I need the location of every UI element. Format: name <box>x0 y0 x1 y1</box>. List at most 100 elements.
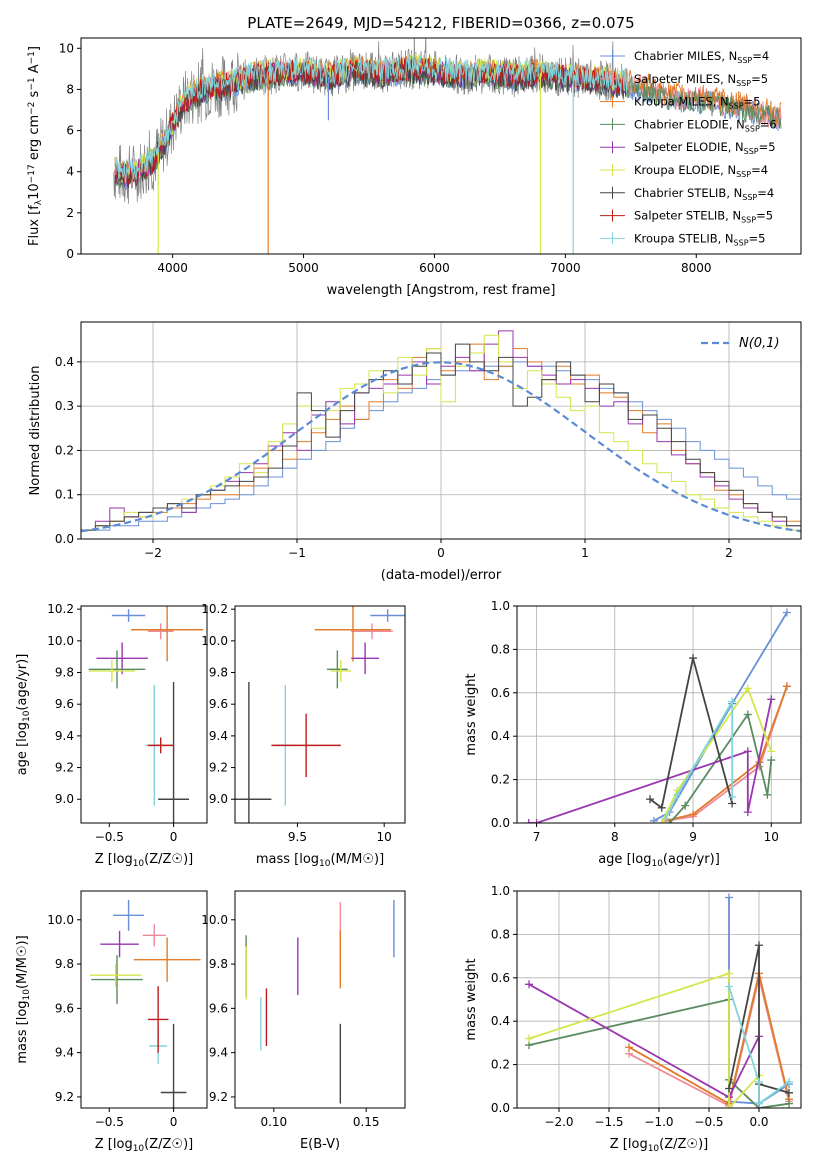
y-tick-label: 9.0 <box>209 792 228 806</box>
weight-marker <box>665 819 674 823</box>
x-tick-label: 5000 <box>288 261 319 275</box>
weight-line-7 <box>728 986 790 1106</box>
legend-label-rest: =5 <box>759 140 776 154</box>
x-tick-label: 6000 <box>419 261 450 275</box>
x-axis-label-text: E(B-V) <box>300 1137 340 1152</box>
x-axis-label-rest: (M/M☉)] <box>330 852 384 867</box>
axes-frame <box>234 605 406 824</box>
legend-label-sub: SSP <box>729 102 744 111</box>
weight-line-5 <box>660 686 773 823</box>
weight-marker <box>782 682 791 691</box>
y-axis-label: age [log10(age/yr)] <box>15 654 32 776</box>
chart-weight-vs-Z: −2.0 −1.5 −1.0 −0.5 0.0 0.0 0.2 0.4 0.6 0.8 1.0 Z [… <box>464 884 802 1154</box>
weight-marker <box>782 608 791 617</box>
y-tick-label: 0.2 <box>491 1058 510 1072</box>
weight-marker <box>743 747 752 756</box>
x-axis-label-text: Z [log <box>95 1137 133 1152</box>
y-tick-label: 9.8 <box>209 957 228 971</box>
y-axis-label-part: −2 <box>27 102 37 115</box>
y-tick-label: 0.8 <box>491 927 510 941</box>
errorbar-point <box>113 899 144 931</box>
weight-marker <box>661 814 670 823</box>
x-tick-label: 10 <box>764 830 779 844</box>
weight-line-1 <box>665 686 788 822</box>
weight-line-7 <box>664 698 734 820</box>
y-tick-label: 10.0 <box>47 913 74 927</box>
weight-marker <box>767 747 776 756</box>
y-tick-label: 0.2 <box>491 773 510 787</box>
y-axis-label: mass weight <box>464 958 479 1040</box>
y-axis-label-part: 10 <box>27 183 42 200</box>
chart-residuals: N(0,1) −2 −1 0 1 2 0.0 0.1 0.2 0.3 0.4 (data-model)… <box>28 321 802 583</box>
legend-label: N(0,1) <box>739 336 780 351</box>
x-axis-label: Z [log10(Z/Z☉)] <box>610 1137 708 1154</box>
errorbar-point <box>133 937 201 982</box>
legend-label: Chabrier STELIB, NSSP=4 <box>634 186 774 202</box>
y-axis-label: Flux [fλ10−17 erg cm−2 s−1 A−1] <box>27 46 44 246</box>
x-axis-label-rest: (Z/Z☉)] <box>144 852 193 867</box>
legend-label: Salpeter MILES, NSSP=5 <box>634 72 768 88</box>
legend-label-rest: =4 <box>757 186 774 200</box>
y-tick-label: 9.0 <box>55 792 74 806</box>
legend-label-rest: =5 <box>751 72 768 86</box>
y-tick-label: 0.0 <box>491 816 510 830</box>
errorbar-point <box>147 737 174 754</box>
chart-spectrum: 4000 5000 6000 7000 8000 0 2 4 6 8 10 wavelength [A… <box>59 37 802 298</box>
y-tick-label: 0.8 <box>491 642 510 656</box>
y-tick-label: 0.6 <box>491 686 510 700</box>
x-axis-label: Z [log10(Z/Z☉)] <box>95 1137 193 1154</box>
y-tick-label: 1.0 <box>491 884 510 898</box>
y-axis-label-text: age [log <box>15 722 30 775</box>
y-tick-label: 9.4 <box>55 729 74 743</box>
weight-line-4 <box>528 699 773 823</box>
chart-ebv: 0.10 0.15 9.2 9.4 9.6 9.8 10.0 E(B-V) <box>201 890 406 1152</box>
legend-label-sub: SSP <box>741 216 756 225</box>
y-tick-label: 9.8 <box>55 957 74 971</box>
weight-line-6 <box>728 945 790 1094</box>
y-axis-label-part: Flux [f <box>27 205 42 246</box>
legend-label: Chabrier ELODIE, NSSP=6 <box>634 117 777 133</box>
weight-marker <box>767 756 776 765</box>
y-axis-label-text: mass weight <box>464 958 479 1040</box>
model-line-8 <box>114 54 629 183</box>
y-tick-label: 10.2 <box>47 602 74 616</box>
x-axis-label-text: mass [log <box>256 852 319 867</box>
y-axis-label-part: −17 <box>27 164 37 183</box>
errorbar-point <box>326 650 348 689</box>
errorbar-point <box>100 930 139 958</box>
legend-label-rest: =4 <box>752 49 769 63</box>
weight-marker <box>743 710 752 719</box>
chart-mass-vs-Z: −0.5 09.29.49.69.810.0Z [log10(Z/Z☉)]mass… <box>15 890 208 1154</box>
y-axis-label: mass [log10(M/M☉)] <box>15 935 32 1063</box>
errorbar-point <box>88 659 135 683</box>
x-tick-label: 0 <box>437 546 445 560</box>
axes-frame <box>516 605 802 824</box>
normal-curve <box>81 361 801 533</box>
weight-marker <box>767 695 776 704</box>
legend-label: Kroupa MILES, NSSP=5 <box>634 95 760 111</box>
weight-marker <box>673 790 682 799</box>
weight-marker <box>625 1043 633 1052</box>
y-tick-label: 10.2 <box>201 602 228 616</box>
errorbar-point <box>111 609 146 622</box>
weight-marker <box>525 980 533 989</box>
plot-area <box>517 606 801 823</box>
x-tick-label: −2 <box>144 546 162 560</box>
y-tick-label: 9.6 <box>209 697 228 711</box>
x-axis-label-sub: 10 <box>133 859 145 869</box>
y-tick-label: 9.2 <box>55 1090 74 1104</box>
legend-label-sub: SSP <box>745 124 760 133</box>
errorbar-point <box>158 682 189 823</box>
y-tick-label: 0.4 <box>491 729 510 743</box>
weight-marker <box>725 893 733 902</box>
weight-marker <box>785 1077 793 1086</box>
x-axis-label: E(B-V) <box>300 1137 340 1152</box>
weight-line-5 <box>528 972 760 1108</box>
plot-area <box>517 891 801 1108</box>
y-tick-label: 10.0 <box>47 634 74 648</box>
errorbar-point <box>88 650 146 689</box>
y-tick-label: 0.1 <box>55 488 74 502</box>
legend-label-rest: =5 <box>749 231 766 245</box>
